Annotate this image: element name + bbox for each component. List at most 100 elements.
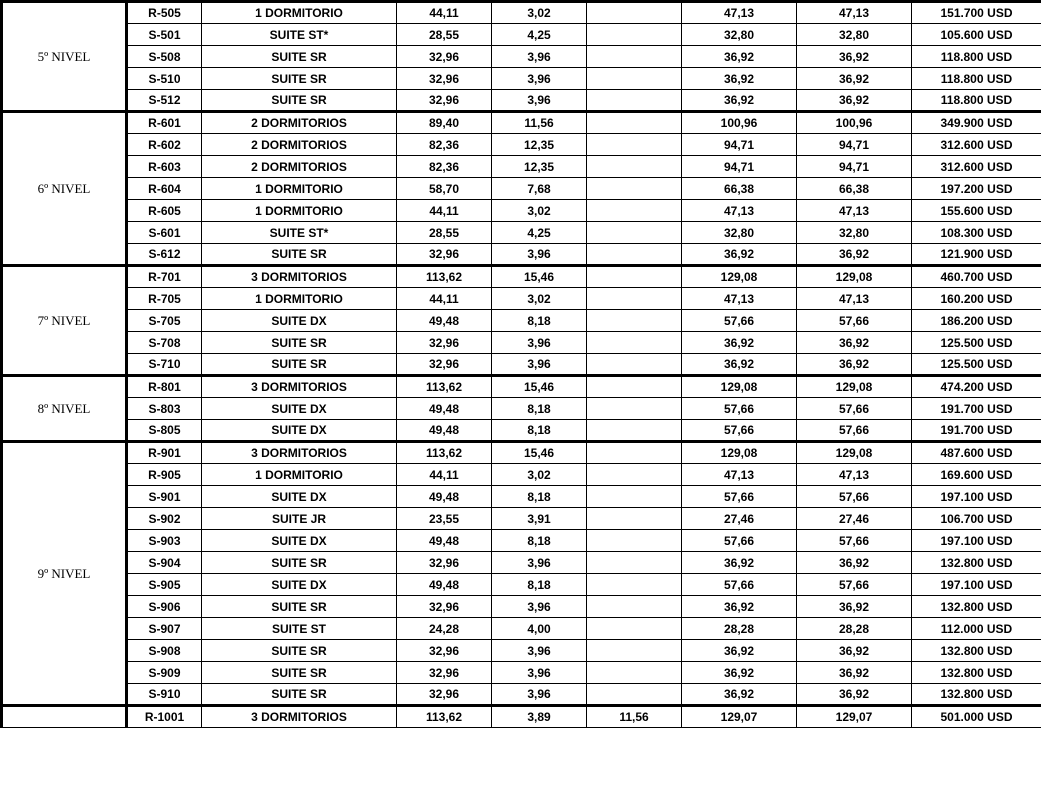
c4-cell: 36,92 <box>682 354 797 376</box>
c4-cell: 57,66 <box>682 420 797 442</box>
c5-cell: 32,80 <box>797 24 912 46</box>
level-cell: 6º NIVEL <box>2 112 127 266</box>
c2-cell: 3,96 <box>492 640 587 662</box>
tipologia-cell: 2 DORMITORIOS <box>202 112 397 134</box>
c1-cell: 32,96 <box>397 90 492 112</box>
unidad-cell: R-601 <box>127 112 202 134</box>
precio-cell: 132.800 USD <box>912 684 1041 706</box>
c5-cell: 36,92 <box>797 90 912 112</box>
c4-cell: 57,66 <box>682 530 797 552</box>
tipologia-cell: SUITE SR <box>202 684 397 706</box>
c1-cell: 32,96 <box>397 552 492 574</box>
unidad-cell: R-505 <box>127 2 202 24</box>
c2-cell: 12,35 <box>492 134 587 156</box>
precio-cell: 169.600 USD <box>912 464 1041 486</box>
c4-cell: 36,92 <box>682 684 797 706</box>
c1-cell: 82,36 <box>397 134 492 156</box>
c5-cell: 100,96 <box>797 112 912 134</box>
c2-cell: 3,96 <box>492 354 587 376</box>
c4-cell: 47,13 <box>682 288 797 310</box>
level-cell: 7º NIVEL <box>2 266 127 376</box>
table-row: S-901SUITE DX49,488,1857,6657,66197.100 … <box>2 486 1041 508</box>
table-row: S-805SUITE DX49,488,1857,6657,66191.700 … <box>2 420 1041 442</box>
precio-cell: 312.600 USD <box>912 134 1041 156</box>
c3-cell <box>587 178 682 200</box>
precio-cell: 125.500 USD <box>912 332 1041 354</box>
c3-cell <box>587 398 682 420</box>
c2-cell: 12,35 <box>492 156 587 178</box>
c2-cell: 11,56 <box>492 112 587 134</box>
unidad-cell: S-909 <box>127 662 202 684</box>
c2-cell: 3,02 <box>492 2 587 24</box>
c4-cell: 57,66 <box>682 398 797 420</box>
c5-cell: 57,66 <box>797 310 912 332</box>
c5-cell: 28,28 <box>797 618 912 640</box>
c5-cell: 36,92 <box>797 596 912 618</box>
c1-cell: 32,96 <box>397 662 492 684</box>
c1-cell: 32,96 <box>397 68 492 90</box>
c1-cell: 32,96 <box>397 332 492 354</box>
c3-cell <box>587 68 682 90</box>
c4-cell: 36,92 <box>682 46 797 68</box>
unidad-cell: R-905 <box>127 464 202 486</box>
tipologia-cell: SUITE JR <box>202 508 397 530</box>
precio-cell: 197.100 USD <box>912 486 1041 508</box>
c3-cell <box>587 662 682 684</box>
c1-cell: 49,48 <box>397 398 492 420</box>
c5-cell: 36,92 <box>797 552 912 574</box>
c1-cell: 49,48 <box>397 530 492 552</box>
c4-cell: 36,92 <box>682 596 797 618</box>
precio-cell: 121.900 USD <box>912 244 1041 266</box>
precio-cell: 349.900 USD <box>912 112 1041 134</box>
table-row: R-7051 DORMITORIO44,113,0247,1347,13160.… <box>2 288 1041 310</box>
c3-cell <box>587 508 682 530</box>
c3-cell <box>587 112 682 134</box>
c3-cell <box>587 552 682 574</box>
c3-cell <box>587 332 682 354</box>
c3-cell <box>587 90 682 112</box>
c3-cell <box>587 288 682 310</box>
pricing-table: 5º NIVELR-5051 DORMITORIO44,113,0247,134… <box>0 0 1041 728</box>
unidad-cell: R-603 <box>127 156 202 178</box>
c4-cell: 28,28 <box>682 618 797 640</box>
unidad-cell: S-908 <box>127 640 202 662</box>
c4-cell: 100,96 <box>682 112 797 134</box>
c1-cell: 24,28 <box>397 618 492 640</box>
unidad-cell: R-1001 <box>127 706 202 728</box>
c3-cell <box>587 222 682 244</box>
c5-cell: 36,92 <box>797 640 912 662</box>
c3-cell <box>587 530 682 552</box>
c4-cell: 36,92 <box>682 552 797 574</box>
c3-cell <box>587 442 682 464</box>
table-row: 8º NIVELR-8013 DORMITORIOS113,6215,46129… <box>2 376 1041 398</box>
c5-cell: 129,07 <box>797 706 912 728</box>
c2-cell: 8,18 <box>492 310 587 332</box>
c4-cell: 94,71 <box>682 156 797 178</box>
c1-cell: 28,55 <box>397 222 492 244</box>
c2-cell: 3,96 <box>492 68 587 90</box>
table-row: S-710SUITE SR32,963,9636,9236,92125.500 … <box>2 354 1041 376</box>
c5-cell: 66,38 <box>797 178 912 200</box>
c4-cell: 66,38 <box>682 178 797 200</box>
precio-cell: 118.800 USD <box>912 46 1041 68</box>
c2-cell: 15,46 <box>492 266 587 288</box>
c1-cell: 44,11 <box>397 464 492 486</box>
c1-cell: 32,96 <box>397 684 492 706</box>
c2-cell: 3,96 <box>492 662 587 684</box>
c2-cell: 8,18 <box>492 486 587 508</box>
c4-cell: 47,13 <box>682 200 797 222</box>
precio-cell: 132.800 USD <box>912 640 1041 662</box>
c1-cell: 89,40 <box>397 112 492 134</box>
c3-cell <box>587 684 682 706</box>
c2-cell: 4,25 <box>492 24 587 46</box>
tipologia-cell: SUITE SR <box>202 596 397 618</box>
precio-cell: 118.800 USD <box>912 68 1041 90</box>
precio-cell: 501.000 USD <box>912 706 1041 728</box>
unidad-cell: S-512 <box>127 90 202 112</box>
tipologia-cell: 3 DORMITORIOS <box>202 266 397 288</box>
c2-cell: 3,96 <box>492 244 587 266</box>
c2-cell: 3,02 <box>492 464 587 486</box>
level-cell: 9º NIVEL <box>2 442 127 706</box>
c2-cell: 7,68 <box>492 178 587 200</box>
precio-cell: 132.800 USD <box>912 662 1041 684</box>
